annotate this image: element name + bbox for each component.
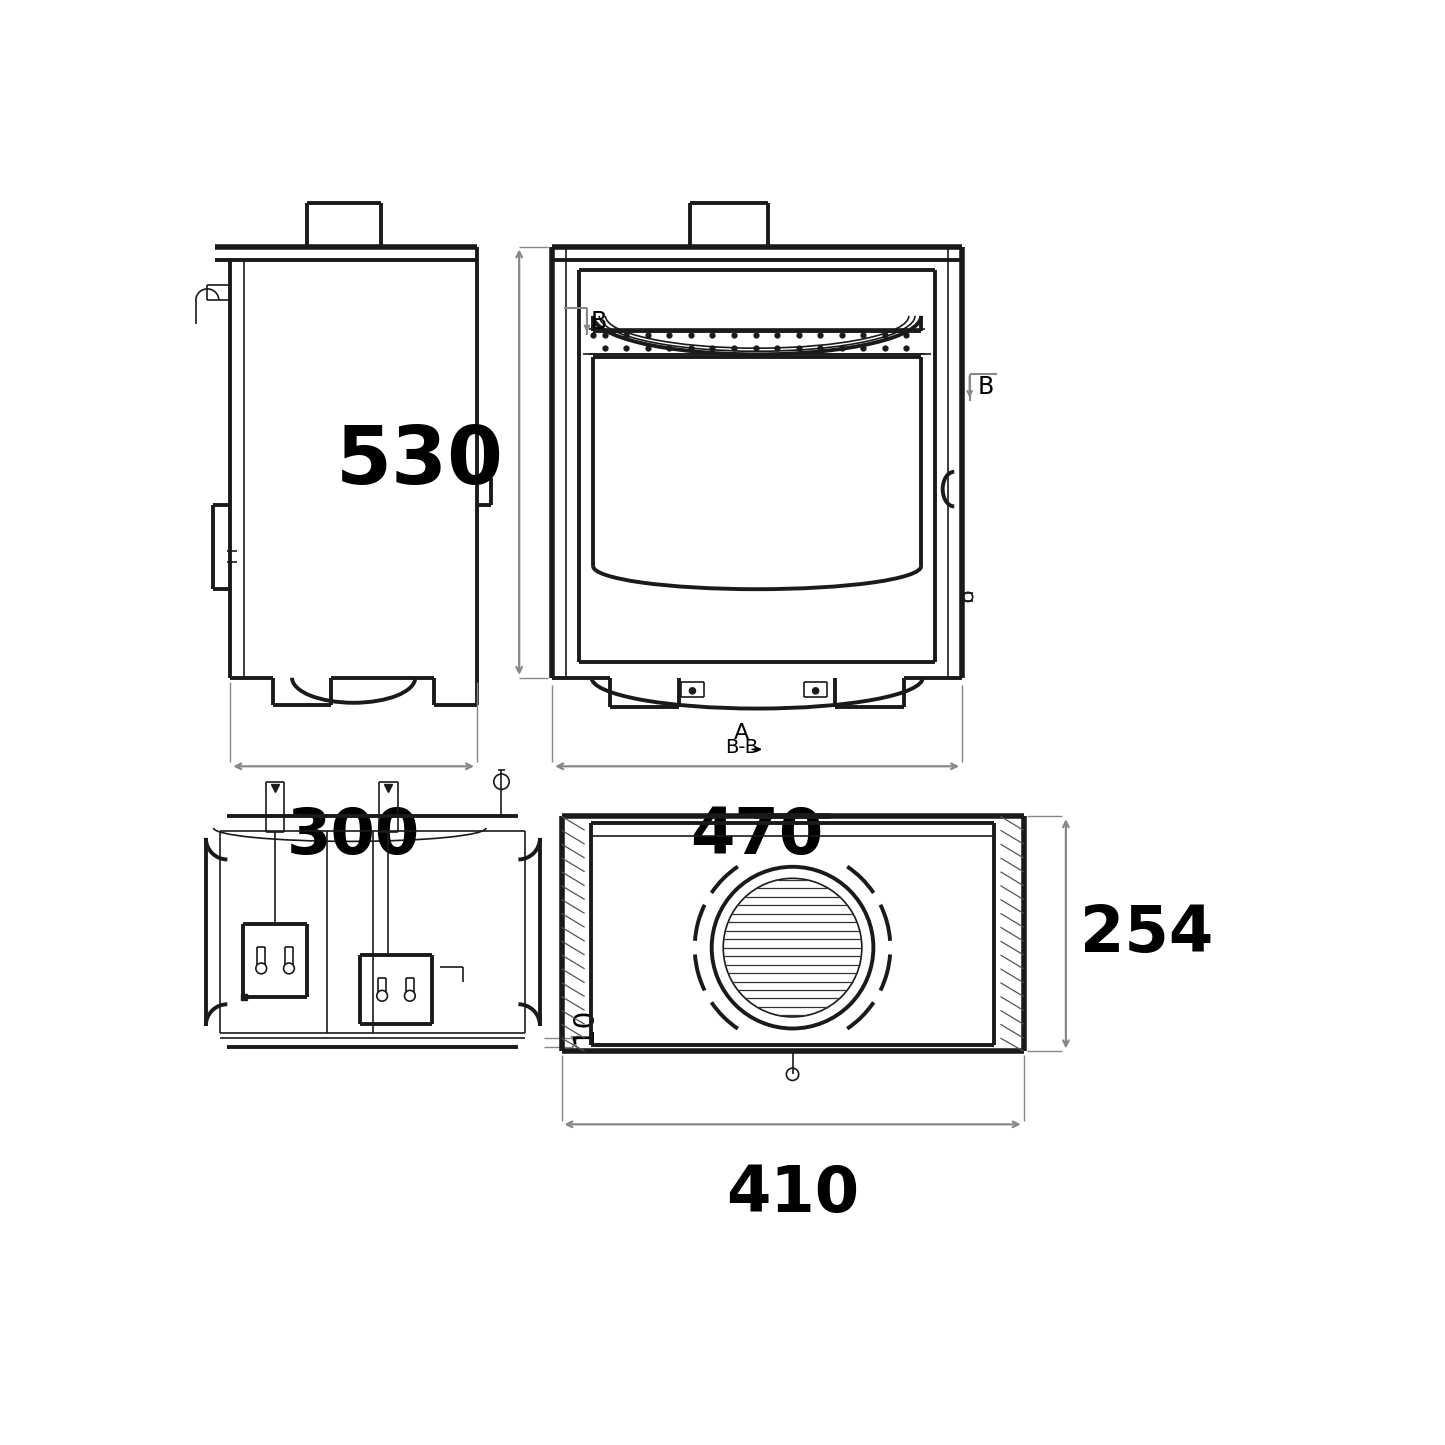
Text: 530: 530 [335, 423, 504, 501]
Text: B: B [591, 309, 607, 334]
Text: 300: 300 [288, 805, 420, 867]
Text: 410: 410 [725, 1163, 860, 1225]
Text: 10: 10 [569, 1007, 598, 1043]
Text: 254: 254 [1079, 903, 1212, 965]
Text: A: A [734, 722, 750, 743]
Text: 470: 470 [691, 805, 824, 867]
Text: B: B [977, 376, 994, 399]
Text: B-B: B-B [725, 738, 759, 757]
Circle shape [812, 688, 819, 694]
Circle shape [689, 688, 695, 694]
